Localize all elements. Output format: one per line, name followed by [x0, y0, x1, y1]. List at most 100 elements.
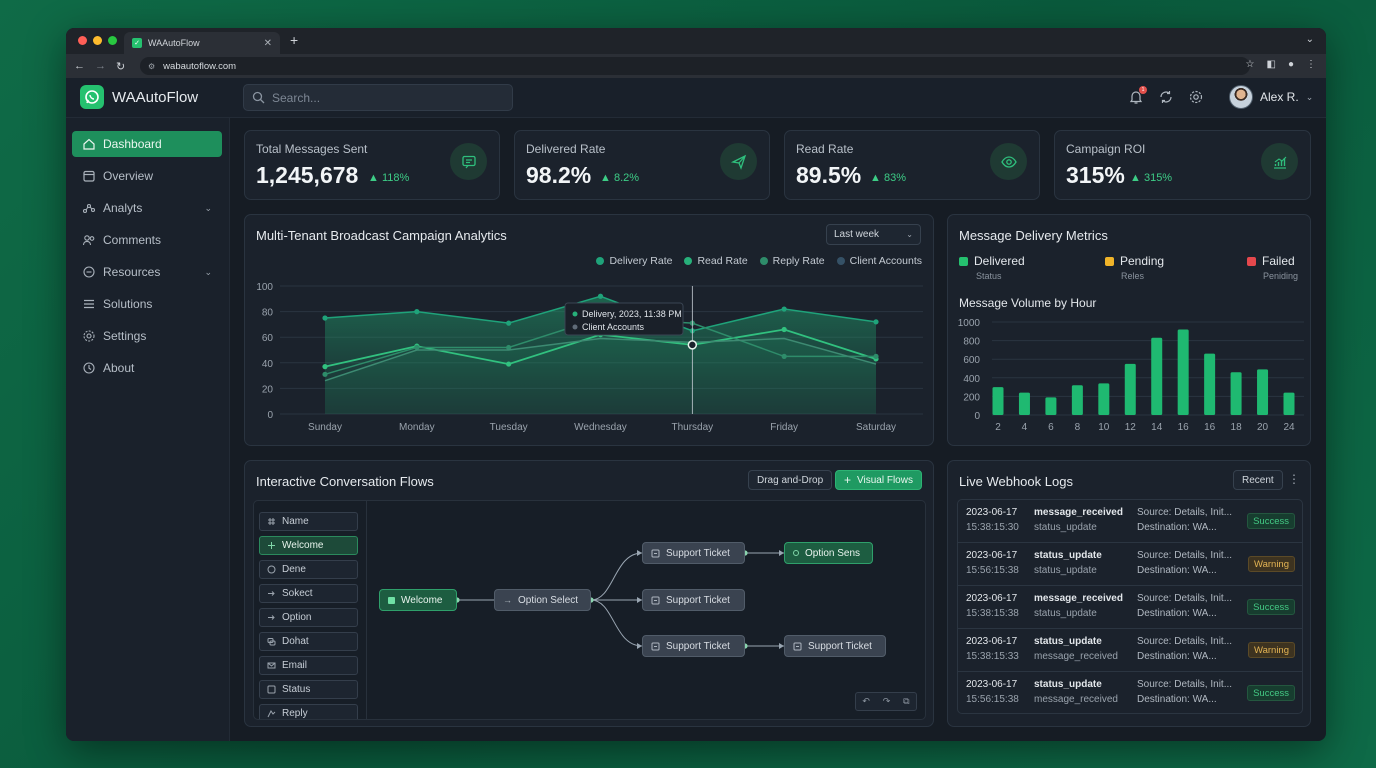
back-icon[interactable]: ←	[74, 59, 85, 72]
table-row[interactable]: 2023-06-17 15:38:15:33 status_update messa…	[958, 629, 1302, 672]
legend-delivery-rate[interactable]: Delivery Rate	[596, 255, 672, 267]
legend-reply-rate[interactable]: Reply Rate	[759, 255, 825, 267]
palette-item-dene[interactable]: Dene	[259, 560, 358, 579]
search-box[interactable]	[243, 84, 513, 111]
flow-palette: Name Welcome Dene Sokect Option Dohat Em…	[254, 501, 367, 719]
stat-card-total-messages[interactable]: Total Messages Sent 1,245,678 ▲ 118%	[244, 130, 500, 200]
clock-icon	[83, 362, 95, 374]
table-row[interactable]: 2023-06-17 15:56:15:38 status_update messa…	[958, 672, 1302, 713]
palette-item-welcome[interactable]: Welcome	[259, 536, 358, 555]
plus-icon: +	[844, 473, 852, 487]
palette-item-reply[interactable]: Reply	[259, 704, 358, 719]
settings-gear-icon[interactable]	[1188, 89, 1204, 105]
chat-icon	[83, 266, 95, 278]
flow-node-option-sens[interactable]: Option Sens	[784, 542, 873, 564]
flows-title: Interactive Conversation Flows	[256, 474, 434, 489]
sidebar-item-settings[interactable]: Settings	[72, 323, 222, 349]
flow-node-support-ticket[interactable]: Support Ticket	[784, 635, 886, 657]
tab-list-chevron-icon[interactable]: ⌄	[1305, 34, 1314, 45]
sidebar-item-label: Solutions	[103, 297, 153, 311]
legend-read-rate[interactable]: Read Rate	[684, 255, 748, 267]
bar	[1071, 385, 1083, 415]
side-panel-icon[interactable]: ◧	[1266, 59, 1276, 70]
site-info-icon[interactable]: ⚙	[148, 61, 156, 71]
flow-connectors	[454, 550, 784, 649]
palette-item-sokect[interactable]: Sokect	[259, 584, 358, 603]
user-menu[interactable]: Alex R. ⌄	[1229, 85, 1313, 109]
sidebar-item-label: Dashboard	[103, 137, 162, 151]
redo-icon[interactable]: ↷	[882, 696, 891, 706]
whatsapp-logo-icon[interactable]	[80, 85, 104, 109]
stat-label: Campaign ROI	[1066, 142, 1146, 156]
sidebar-item-label: Analyts	[103, 201, 143, 215]
palette-item-dohat[interactable]: Dohat	[259, 632, 358, 651]
x-tick-label: 20	[1257, 422, 1269, 433]
legend-client-accounts[interactable]: Client Accounts	[836, 255, 922, 267]
y-tick-label: 400	[963, 374, 980, 385]
chevron-down-icon: ⌄	[204, 266, 212, 277]
window-controls	[78, 36, 117, 45]
y-tick-label: 100	[256, 282, 273, 293]
sidebar-item-dashboard[interactable]: Dashboard	[72, 131, 222, 157]
data-point	[506, 361, 512, 367]
x-tick-label: Tuesday	[490, 422, 528, 433]
close-tab-icon[interactable]: ✕	[263, 37, 272, 49]
palette-item-email[interactable]: Email	[259, 656, 358, 675]
sidebar-item-about[interactable]: About	[72, 355, 222, 381]
table-row[interactable]: 2023-06-17 15:38:15:30 message_received st…	[958, 500, 1302, 543]
reload-icon[interactable]: ↻	[116, 60, 126, 73]
stat-card-delivered-rate[interactable]: Delivered Rate 98.2% ▲ 8.2%	[514, 130, 770, 200]
flow-editor[interactable]: Name Welcome Dene Sokect Option Dohat Em…	[253, 500, 926, 720]
flow-node-support-ticket[interactable]: Support Ticket	[642, 589, 745, 611]
stat-card-campaign-roi[interactable]: Campaign ROI 315% ▲ 315%	[1054, 130, 1311, 200]
new-tab-icon[interactable]: +	[290, 32, 299, 48]
browser-menu-icon[interactable]: ⋮	[1306, 59, 1316, 70]
palette-item-option[interactable]: Option	[259, 608, 358, 627]
bookmark-star-icon[interactable]: ☆	[1245, 59, 1255, 70]
sidebar-item-resources[interactable]: Resources ⌄	[72, 259, 222, 285]
notification-bell-icon[interactable]: 1	[1128, 86, 1147, 105]
flow-node-welcome[interactable]: Welcome	[379, 589, 457, 611]
table-row[interactable]: 2023-06-17 15:56:15:38 status_update statu…	[958, 543, 1302, 586]
copy-icon[interactable]: ⧉	[903, 696, 910, 706]
app-name[interactable]: WAAutoFlow	[112, 89, 199, 106]
bar	[1257, 369, 1269, 415]
forward-icon[interactable]: →	[95, 59, 106, 72]
table-row[interactable]: 2023-06-17 15:38:15:38 message_received st…	[958, 586, 1302, 629]
flow-node-support-ticket[interactable]: Support Ticket	[642, 542, 745, 564]
visual-flows-button[interactable]: + Visual Flows	[835, 470, 922, 490]
close-window-button[interactable]	[78, 36, 87, 45]
sidebar-item-overview[interactable]: Overview	[72, 163, 222, 189]
maximize-window-button[interactable]	[108, 36, 117, 45]
sidebar-item-comments[interactable]: Comments	[72, 227, 222, 253]
url-bar[interactable]: ⚙ wabautoflow.com	[140, 57, 1250, 75]
y-tick-label: 200	[963, 392, 980, 403]
campaign-line-chart[interactable]: 0 20 40 60 80 100 Sunday Monday Tuesday Wednesday…	[245, 215, 935, 447]
status-badge: Success	[1247, 599, 1295, 615]
undo-icon[interactable]: ↶	[862, 696, 870, 706]
stat-delta: ▲ 118%	[368, 172, 410, 184]
flow-node-option-select[interactable]: → Option Select	[494, 589, 591, 611]
bar	[992, 387, 1004, 415]
x-tick-label: 24	[1283, 422, 1295, 433]
legend-swatch	[596, 257, 605, 265]
sidebar-item-analyts[interactable]: Analyts ⌄	[72, 195, 222, 221]
flow-node-support-ticket[interactable]: Support Ticket	[642, 635, 745, 657]
palette-item-status[interactable]: Status	[259, 680, 358, 699]
url-text: wabautoflow.com	[163, 60, 237, 72]
search-input[interactable]	[272, 90, 492, 105]
gear-icon	[83, 330, 95, 342]
range-select[interactable]: Last week ⌄	[826, 224, 921, 245]
ticket-icon	[793, 642, 802, 650]
drag-and-drop-button[interactable]: Drag and-Drop	[748, 470, 833, 490]
browser-tab[interactable]: ✓ WAAutoFlow ✕	[124, 32, 280, 54]
palette-item-name[interactable]: Name	[259, 512, 358, 531]
more-options-icon[interactable]: ⋮	[1288, 472, 1300, 486]
profile-icon[interactable]: ●	[1287, 59, 1294, 70]
sync-icon[interactable]	[1158, 89, 1174, 105]
stat-card-read-rate[interactable]: Read Rate 89.5% ▲ 83%	[784, 130, 1040, 200]
sidebar-item-solutions[interactable]: Solutions	[72, 291, 222, 317]
logs-filter-button[interactable]: Recent	[1233, 470, 1283, 490]
minimize-window-button[interactable]	[93, 36, 102, 45]
